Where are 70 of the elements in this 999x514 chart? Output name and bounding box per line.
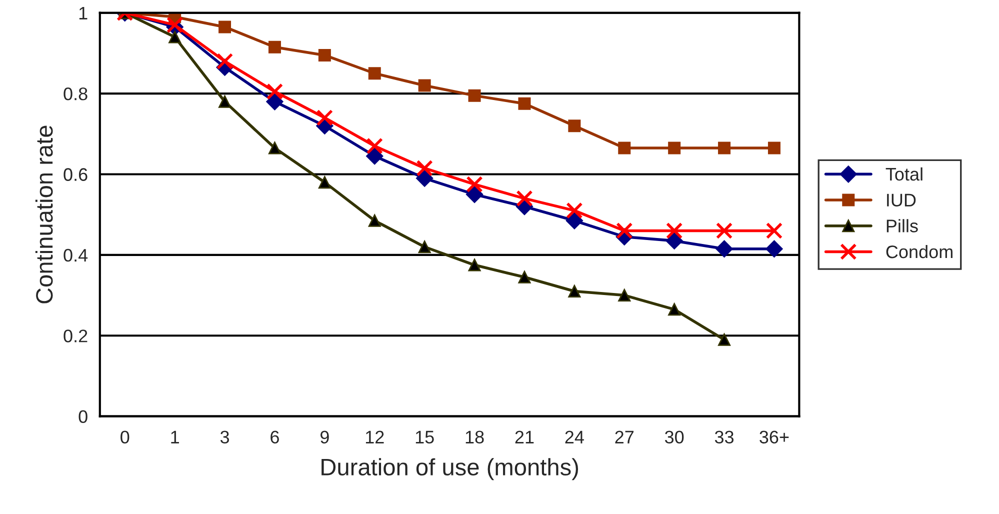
point [618,289,631,302]
x-tick-label: 3 [220,430,230,444]
point [666,222,683,240]
point [766,240,783,258]
point [316,109,334,126]
point [668,303,681,316]
legend-label: IUD [887,194,916,207]
legend-label: Pills [886,219,918,232]
point [416,160,433,177]
point [566,202,583,219]
y-tick-label: 0.8 [64,87,88,100]
point [518,270,531,284]
x-tick-label: 6 [270,430,279,444]
point [566,212,583,230]
x-tick-label: 18 [466,430,484,444]
point [618,142,631,154]
y-axis-title: Continuation rate [35,126,53,304]
point [616,222,633,240]
point [468,258,481,272]
point [266,83,284,100]
point [418,240,431,254]
point [268,40,281,54]
point [518,97,531,110]
point [368,214,381,227]
point [418,79,431,92]
point [668,142,681,154]
point [168,30,182,44]
point [366,148,384,165]
point [768,142,780,154]
point [466,176,483,193]
y-tick-label: 0.4 [64,248,88,262]
point [716,222,733,240]
point [666,232,683,250]
point [416,170,434,187]
legend-label: Condom [886,244,952,258]
point [368,67,381,80]
y-tick-label: 0.6 [64,168,88,181]
point [318,48,331,62]
point [218,20,232,34]
x-tick-label: 12 [366,430,384,444]
point [216,52,234,70]
point [716,240,733,258]
x-tick-label: 36+ [760,430,789,444]
y-tick-label: 1 [79,6,88,20]
point [568,285,581,298]
point [718,333,731,346]
x-tick-label: 9 [320,430,329,444]
point [318,176,331,189]
point [766,222,783,240]
x-tick-label: 1 [171,430,179,444]
point [268,142,281,154]
x-tick-label: 0 [120,430,130,444]
x-axis-title: Duration of use (months) [322,458,578,480]
point [718,142,731,154]
point [366,138,383,154]
x-tick-label: 21 [515,430,534,444]
x-tick-label: 24 [565,430,584,444]
y-tick-label: 0.2 [64,330,88,342]
point [516,190,533,207]
point [468,89,481,102]
point [218,95,232,108]
x-tick-label: 30 [664,430,684,444]
x-tick-label: 33 [714,430,734,444]
point [266,93,284,110]
x-tick-label: 27 [615,430,634,444]
legend-label: Total [886,167,922,181]
y-tick-label: 0 [78,410,88,424]
point [568,120,581,132]
x-tick-label: 15 [416,430,434,444]
point [466,186,484,203]
